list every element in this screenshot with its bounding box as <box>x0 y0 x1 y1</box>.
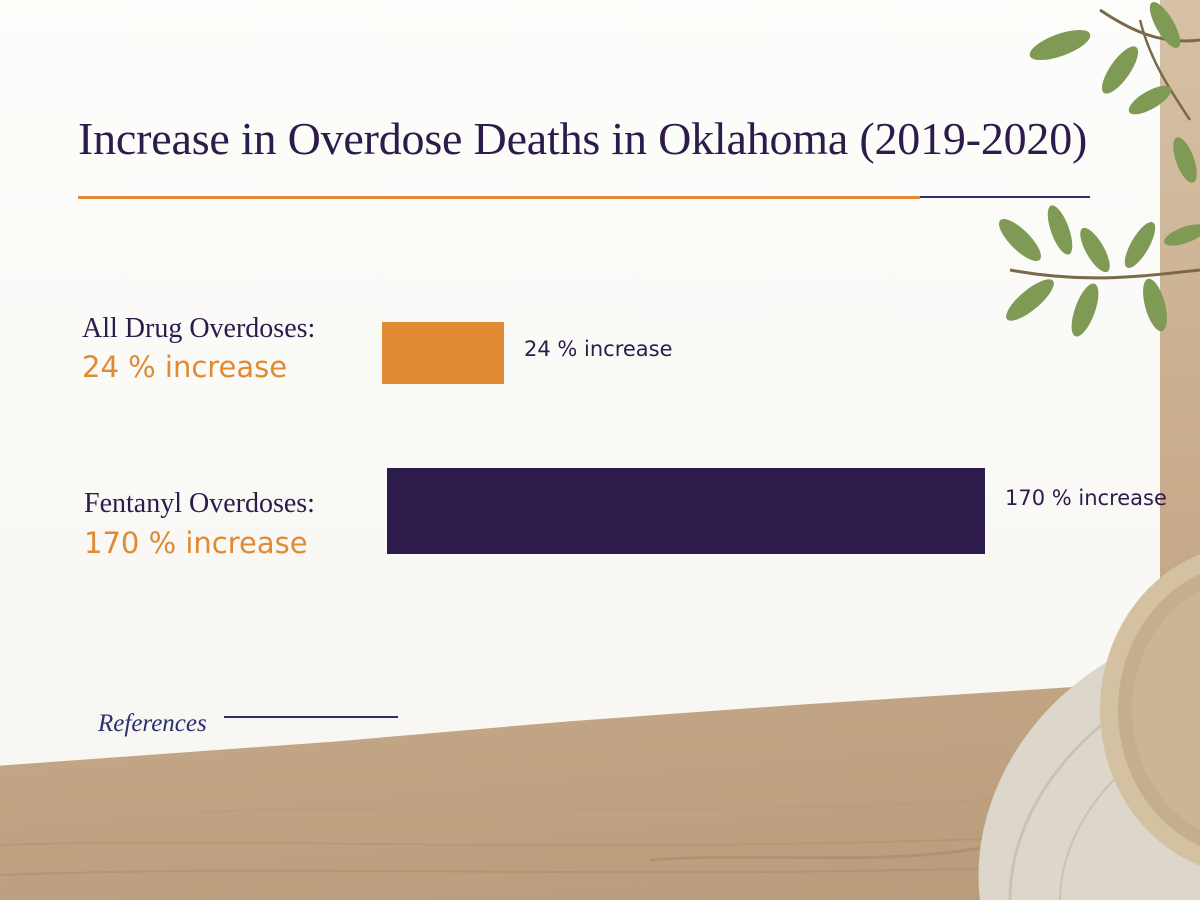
category-label-all-drug: All Drug Overdoses: <box>82 313 316 344</box>
category-value-fentanyl: 170 % increase <box>84 526 308 560</box>
bar-fentanyl <box>387 468 985 554</box>
ceramic-bowl-icon <box>1100 554 1200 866</box>
bar-label-fentanyl: 170 % increase <box>1005 486 1167 510</box>
title-underline-orange <box>78 196 920 199</box>
chart-title: Increase in Overdose Deaths in Oklahoma … <box>78 113 1088 164</box>
references-label: References <box>98 710 207 737</box>
bar-label-all-drug: 24 % increase <box>524 337 673 361</box>
title-underline-navy <box>920 196 1090 198</box>
references-rule <box>224 716 398 718</box>
category-value-all-drug: 24 % increase <box>82 350 288 384</box>
olive-branch-icon <box>998 2 1200 337</box>
category-label-fentanyl: Fentanyl Overdoses: <box>84 488 315 519</box>
bar-all-drug <box>382 322 504 384</box>
paper-sheet <box>0 0 1160 768</box>
